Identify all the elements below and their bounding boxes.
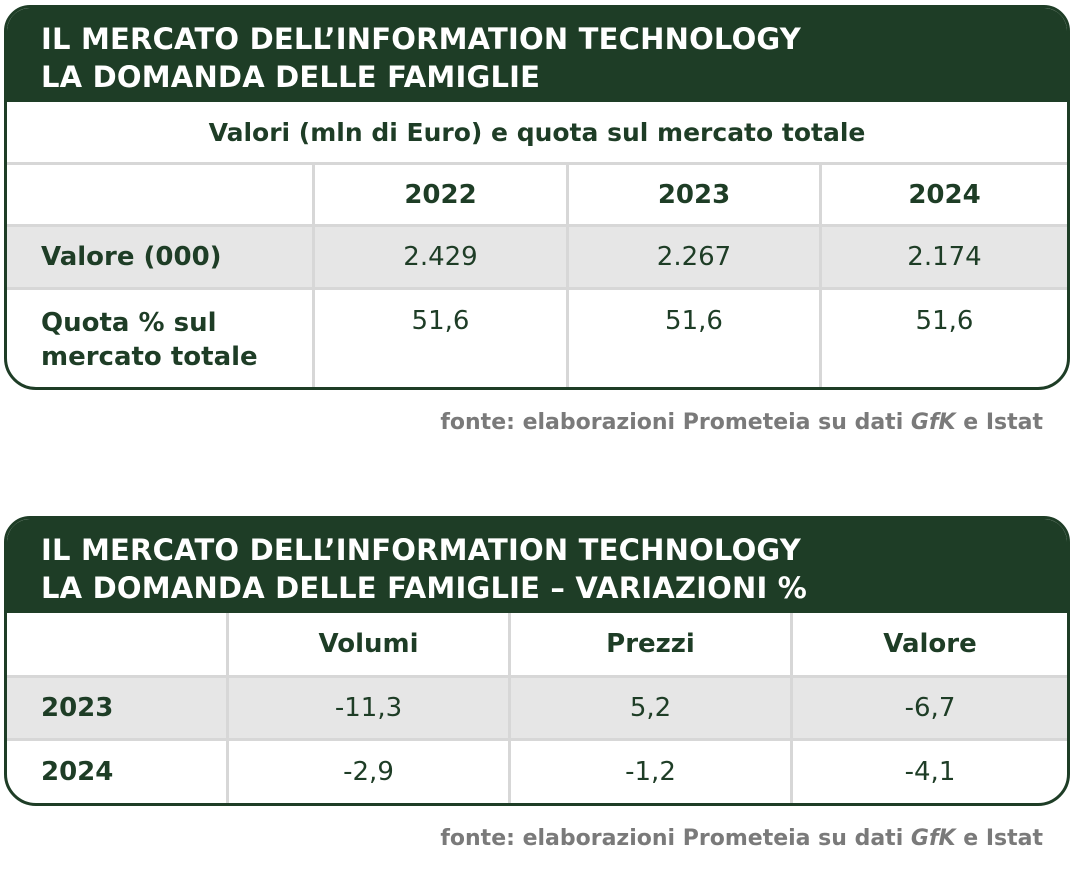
source-prefix: fonte: elaborazioni Prometeia su dati xyxy=(440,826,911,851)
table-row: 2023 -11,3 5,2 -6,7 xyxy=(7,678,1067,741)
table-cell: -1,2 xyxy=(508,741,790,803)
source-note: fonte: elaborazioni Prometeia su dati Gf… xyxy=(440,410,1043,435)
table-row: Quota % sul mercato totale 51,6 51,6 51,… xyxy=(7,290,1067,387)
source-prefix: fonte: elaborazioni Prometeia su dati xyxy=(440,410,911,435)
column-header: 2023 xyxy=(566,165,819,224)
source-brand: GfK xyxy=(910,826,956,851)
table-subtitle: Valori (mln di Euro) e quota sul mercato… xyxy=(7,102,1067,165)
table-cell: 2.429 xyxy=(312,227,566,287)
row-label: 2023 xyxy=(41,693,114,723)
table-cell: 2.174 xyxy=(819,227,1067,287)
table-card-variations: IL MERCATO DELL’INFORMATION TECHNOLOGY L… xyxy=(4,516,1070,806)
column-header: Valore xyxy=(790,613,1067,675)
table-header: IL MERCATO DELL’INFORMATION TECHNOLOGY L… xyxy=(7,8,1067,102)
table-header: IL MERCATO DELL’INFORMATION TECHNOLOGY L… xyxy=(7,519,1067,613)
table-grid: Volumi Prezzi Valore 2023 -11,3 5,2 -6,7… xyxy=(7,613,1067,803)
row-label: Valore (000) xyxy=(41,242,222,272)
table-header-row: 2022 2023 2024 xyxy=(7,165,1067,227)
table-cell: -6,7 xyxy=(790,678,1067,738)
table-cell: 51,6 xyxy=(819,290,1067,387)
table-cell: 2.267 xyxy=(566,227,819,287)
table-cell: -2,9 xyxy=(226,741,508,803)
table-title-line2: LA DOMANDA DELLE FAMIGLIE xyxy=(41,60,541,94)
table-cell: 51,6 xyxy=(566,290,819,387)
source-note: fonte: elaborazioni Prometeia su dati Gf… xyxy=(440,826,1043,851)
row-label-line1: Quota % sul xyxy=(41,308,217,338)
column-header: Prezzi xyxy=(508,613,790,675)
table-title-line2: LA DOMANDA DELLE FAMIGLIE – VARIAZIONI % xyxy=(41,571,807,605)
column-header: 2024 xyxy=(819,165,1067,224)
row-label: Quota % sul mercato totale xyxy=(7,290,312,387)
table-grid: 2022 2023 2024 Valore (000) 2.429 2.267 … xyxy=(7,165,1067,387)
table-header-row: Volumi Prezzi Valore xyxy=(7,613,1067,678)
source-suffix: e Istat xyxy=(955,826,1043,851)
header-empty-cell xyxy=(7,165,312,224)
table-row: Valore (000) 2.429 2.267 2.174 xyxy=(7,227,1067,290)
table-row: 2024 -2,9 -1,2 -4,1 xyxy=(7,741,1067,803)
source-brand: GfK xyxy=(910,410,956,435)
table-cell: 5,2 xyxy=(508,678,790,738)
column-header: 2022 xyxy=(312,165,566,224)
table-title-line1: IL MERCATO DELL’INFORMATION TECHNOLOGY xyxy=(41,533,801,567)
header-empty-cell xyxy=(7,613,226,675)
table-card-market-value: IL MERCATO DELL’INFORMATION TECHNOLOGY L… xyxy=(4,5,1070,390)
table-cell: -4,1 xyxy=(790,741,1067,803)
row-label: 2024 xyxy=(41,757,114,787)
source-suffix: e Istat xyxy=(955,410,1043,435)
row-label-line2: mercato totale xyxy=(41,342,258,372)
table-title-line1: IL MERCATO DELL’INFORMATION TECHNOLOGY xyxy=(41,22,801,56)
table-cell: -11,3 xyxy=(226,678,508,738)
column-header: Volumi xyxy=(226,613,508,675)
table-cell: 51,6 xyxy=(312,290,566,387)
